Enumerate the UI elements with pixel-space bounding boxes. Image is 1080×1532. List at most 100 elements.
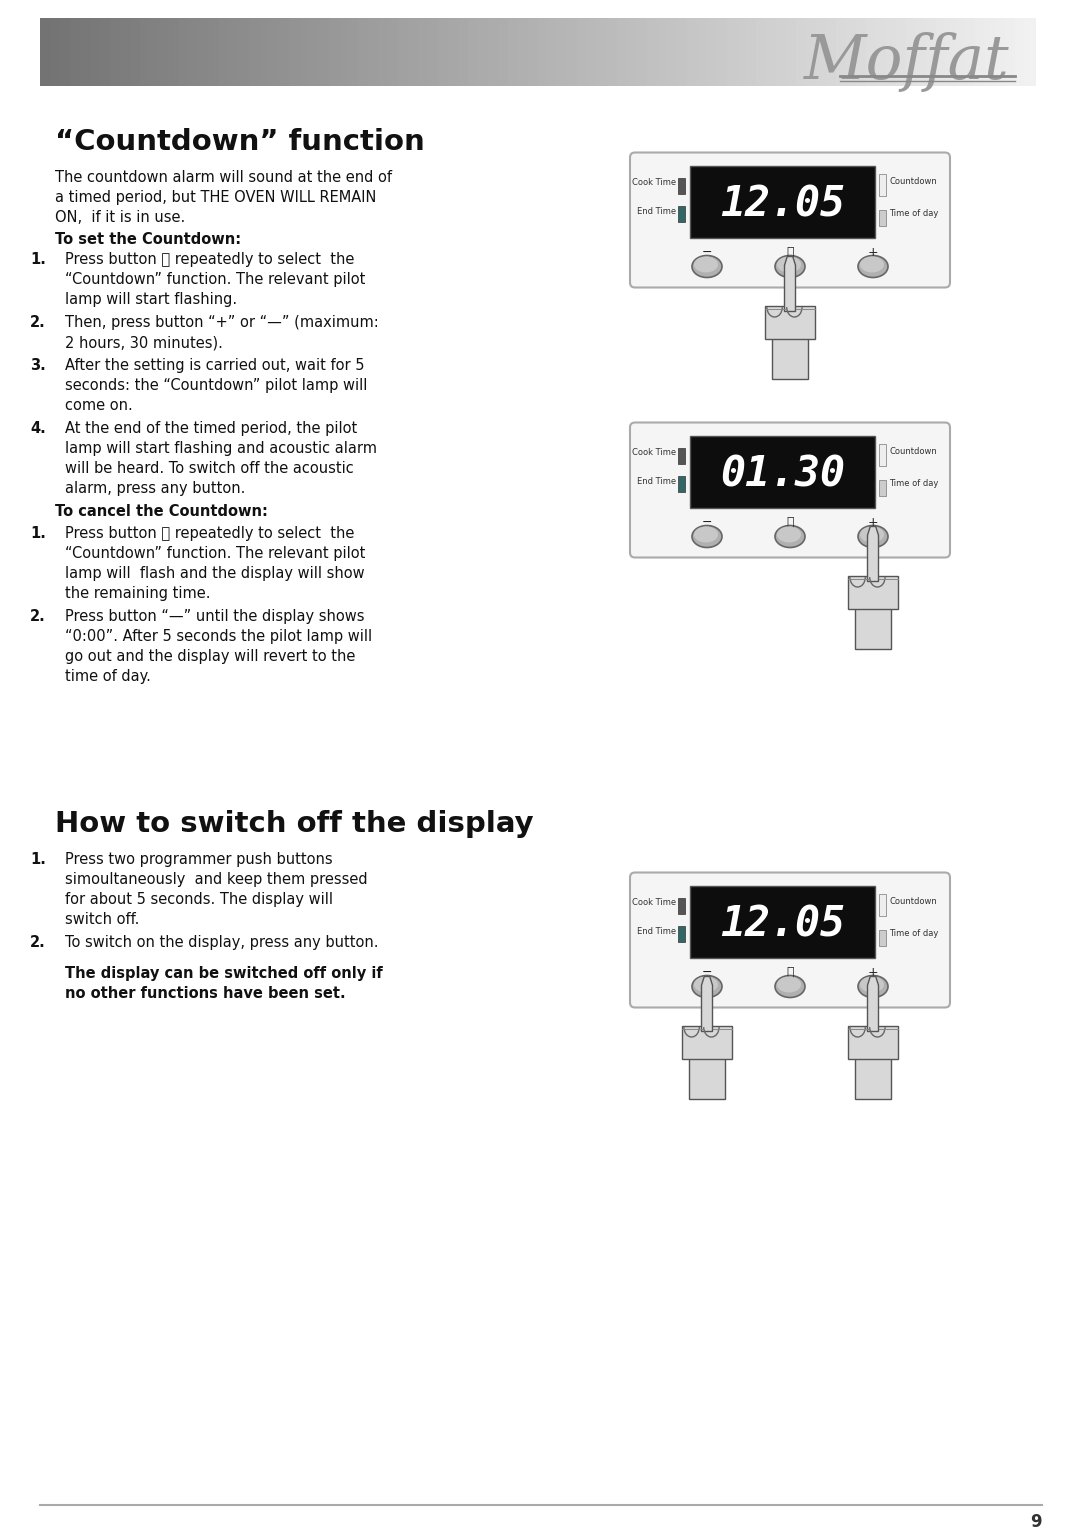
Bar [678,925,685,942]
Bar [557,18,568,86]
Text: How to switch off the display: How to switch off the display [55,810,534,838]
Bar [697,18,707,86]
Bar [508,18,518,86]
Ellipse shape [775,256,805,277]
Bar [926,18,936,86]
Bar [895,18,906,86]
Bar [50,18,60,86]
Text: for about 5 seconds. The display will: for about 5 seconds. The display will [65,892,333,907]
Bar [90,18,100,86]
Bar [219,18,230,86]
Polygon shape [702,976,713,1031]
Bar [319,18,329,86]
Bar [538,18,549,86]
Bar [678,898,685,913]
Text: switch off.: switch off. [65,912,139,927]
Bar [488,18,499,86]
Ellipse shape [775,976,805,997]
Text: Cook Time: Cook Time [632,898,676,907]
Bar [956,18,967,86]
Text: simoultaneously  and keep them pressed: simoultaneously and keep them pressed [65,872,367,887]
Text: +: + [867,247,878,259]
Bar [846,18,856,86]
Ellipse shape [860,256,885,273]
Ellipse shape [694,527,718,542]
Bar [855,18,867,86]
Bar [99,18,110,86]
Ellipse shape [858,525,888,547]
Bar [879,480,886,495]
Text: 3.: 3. [30,358,45,372]
Bar [945,18,957,86]
Bar [527,18,539,86]
Ellipse shape [777,527,801,542]
Bar [826,18,837,86]
FancyBboxPatch shape [630,153,950,288]
Text: Press button Ⓡ repeatedly to select  the: Press button Ⓡ repeatedly to select the [65,525,354,541]
Bar [879,930,886,945]
Bar [259,18,270,86]
Bar [249,18,260,86]
Bar [687,18,698,86]
Bar [578,18,589,86]
Bar [975,18,986,86]
Bar [879,443,886,466]
Bar [627,18,638,86]
Bar [349,18,360,86]
Bar [1025,18,1036,86]
Bar [120,18,131,86]
Text: To set the Countdown:: To set the Countdown: [55,231,241,247]
Bar [916,18,927,86]
Text: −: − [702,247,712,259]
Text: Cook Time: Cook Time [632,447,676,457]
Ellipse shape [775,525,805,547]
Text: “Countdown” function: “Countdown” function [55,129,424,156]
Text: Then, press button “+” or “—” (maximum:: Then, press button “+” or “—” (maximum: [65,316,379,329]
Bar [607,18,618,86]
Bar [879,173,886,196]
Ellipse shape [860,976,885,993]
Bar [279,18,289,86]
Text: At the end of the timed period, the pilot: At the end of the timed period, the pilo… [65,421,357,437]
Bar [678,475,685,492]
Bar [816,18,827,86]
Bar [796,18,807,86]
Text: 2.: 2. [30,935,45,950]
Bar [309,18,320,86]
Bar [678,178,685,193]
Bar [328,18,339,86]
Bar [717,18,728,86]
Ellipse shape [777,976,801,993]
Text: Time of day: Time of day [889,928,939,938]
Bar [388,18,400,86]
Bar [1015,18,1026,86]
Text: time of day.: time of day. [65,669,151,683]
Bar [149,18,161,86]
Text: Countdown: Countdown [889,178,936,185]
Bar [338,18,350,86]
Text: After the setting is carried out, wait for 5: After the setting is carried out, wait f… [65,358,365,372]
Text: lamp will start flashing and acoustic alarm: lamp will start flashing and acoustic al… [65,441,377,457]
Polygon shape [683,1026,732,1059]
Text: 2.: 2. [30,316,45,329]
Bar [906,18,917,86]
Bar [130,18,140,86]
Bar [985,18,996,86]
Bar [1005,18,1016,86]
Text: The display can be switched off only if: The display can be switched off only if [65,967,382,980]
Text: Countdown: Countdown [889,898,936,905]
Text: Time of day: Time of day [889,208,939,218]
Bar [498,18,509,86]
Text: 12.05: 12.05 [720,184,845,225]
Text: To cancel the Countdown:: To cancel the Countdown: [55,504,268,519]
Bar [299,18,310,86]
Bar [80,18,91,86]
Text: “Countdown” function. The relevant pilot: “Countdown” function. The relevant pilot [65,545,365,561]
Text: Countdown: Countdown [889,447,936,457]
Bar [995,18,1007,86]
Text: To switch on the display, press any button.: To switch on the display, press any butt… [65,935,378,950]
Text: Press button Ⓡ repeatedly to select  the: Press button Ⓡ repeatedly to select the [65,251,354,267]
Text: The countdown alarm will sound at the end of: The countdown alarm will sound at the en… [55,170,392,185]
Bar [139,18,150,86]
Bar [448,18,459,86]
